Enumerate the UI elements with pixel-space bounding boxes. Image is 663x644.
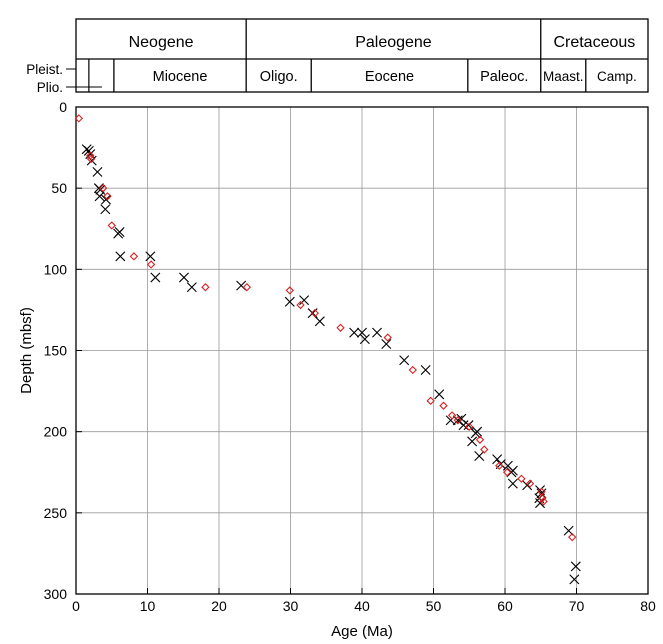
- y-tick-label: 250: [44, 505, 68, 521]
- data-point-diamond: [310, 308, 319, 318]
- data-point-diamond: [539, 497, 548, 506]
- data-point-x: [420, 364, 431, 375]
- y-tick-label: 0: [59, 99, 67, 115]
- data-point-diamond: [453, 416, 462, 425]
- data-point-x: [92, 166, 103, 177]
- epoch-label-camp: Camp.: [597, 69, 637, 84]
- data-point-x: [381, 339, 392, 349]
- data-point-diamond: [408, 365, 417, 375]
- data-point-diamond: [447, 411, 457, 420]
- data-point-diamond: [201, 283, 210, 292]
- data-point-diamond: [107, 221, 116, 230]
- data-point-x: [150, 272, 161, 283]
- x-tick-label: 30: [283, 598, 299, 614]
- data-point-diamond: [502, 468, 512, 477]
- data-point-diamond: [480, 445, 489, 454]
- data-point-diamond: [475, 435, 485, 444]
- data-point-x: [100, 204, 111, 215]
- x-tick-label: 40: [354, 598, 370, 614]
- data-point-diamond: [86, 154, 96, 164]
- data-point-x: [349, 327, 360, 338]
- data-point-x: [314, 316, 325, 327]
- y-tick-label: 300: [44, 586, 68, 602]
- strat-header-frame: [75, 18, 649, 93]
- period-label-cretaceous: Cretaceous: [553, 34, 635, 51]
- data-point-x: [399, 355, 410, 366]
- x-tick-label: 80: [640, 598, 656, 614]
- pleistocene-label: Pleist.: [26, 62, 63, 77]
- data-point-x: [569, 574, 580, 585]
- data-point-x: [434, 389, 445, 400]
- data-point-diamond: [103, 192, 112, 201]
- data-point-x: [506, 467, 517, 478]
- epoch-label-miocene: Miocene: [153, 69, 208, 85]
- data-point-x: [114, 227, 125, 237]
- data-point-diamond: [465, 422, 474, 431]
- data-point-x: [101, 194, 112, 205]
- data-point-diamond: [285, 286, 294, 295]
- data-point-diamond: [98, 183, 108, 193]
- data-point-diamond: [517, 474, 526, 483]
- data-point-diamond: [74, 114, 84, 123]
- y-axis-label: Depth (mbsf): [18, 307, 35, 394]
- data-point-x: [507, 478, 518, 489]
- x-tick-label: 60: [497, 598, 513, 614]
- data-point-diamond: [426, 396, 435, 406]
- data-point-x: [452, 415, 463, 426]
- data-point-diamond: [146, 260, 156, 269]
- x-tick-label: 10: [140, 598, 156, 614]
- data-point-diamond: [568, 533, 577, 542]
- data-point-x: [186, 282, 197, 293]
- data-point-x: [492, 454, 503, 465]
- data-point-diamond: [495, 461, 504, 470]
- data-point-x: [359, 334, 370, 345]
- data-point-diamond: [525, 479, 535, 488]
- x-axis-label: Age (Ma): [331, 623, 393, 640]
- data-point-x: [357, 327, 367, 338]
- data-point-x: [372, 327, 383, 338]
- data-point-x: [474, 451, 485, 462]
- y-tick-label: 100: [44, 261, 68, 277]
- epoch-label-maast: Maast.: [543, 69, 584, 84]
- data-point-x: [178, 272, 189, 283]
- data-point-x: [467, 436, 478, 447]
- data-point-x: [307, 308, 318, 319]
- period-label-paleogene: Paleogene: [355, 34, 432, 51]
- data-point-diamond: [538, 494, 547, 503]
- data-point-diamond: [439, 401, 448, 410]
- epoch-label-oligo: Oligo.: [260, 69, 298, 85]
- data-point-diamond: [86, 151, 95, 160]
- period-label-neogene: Neogene: [129, 34, 194, 51]
- data-point-x: [94, 191, 105, 202]
- x-tick-label: 0: [72, 598, 80, 614]
- epoch-label-paleoc: Paleoc.: [480, 69, 528, 85]
- y-tick-label: 150: [44, 343, 68, 359]
- epoch-label-eocene: Eocene: [365, 69, 414, 85]
- y-tick-label: 200: [44, 424, 68, 440]
- data-point-x: [145, 251, 156, 262]
- data-point-x: [472, 426, 483, 437]
- y-tick-label: 50: [51, 180, 67, 196]
- data-point-x: [522, 480, 533, 491]
- x-tick-label: 20: [211, 598, 227, 614]
- data-point-x: [570, 561, 581, 572]
- data-point-x: [115, 251, 126, 262]
- pliocene-label: Plio.: [37, 80, 63, 95]
- data-point-diamond: [242, 283, 252, 292]
- data-point-x: [299, 295, 310, 306]
- x-tick-label: 70: [569, 598, 585, 614]
- data-point-diamond: [129, 252, 139, 261]
- data-point-x: [284, 296, 295, 307]
- data-point-diamond: [296, 300, 305, 310]
- data-point-diamond: [336, 323, 345, 332]
- data-point-diamond: [383, 333, 392, 342]
- x-tick-label: 50: [426, 598, 442, 614]
